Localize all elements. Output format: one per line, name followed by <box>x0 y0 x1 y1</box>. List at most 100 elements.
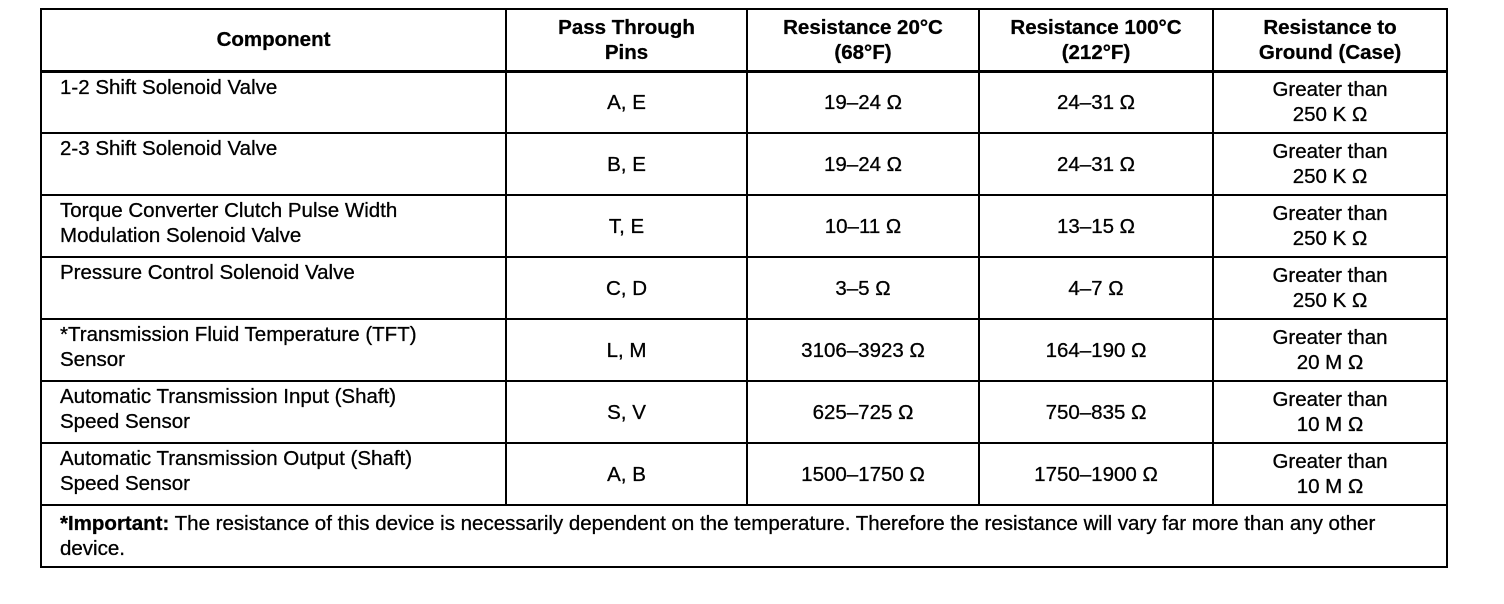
header-text: Resistance to <box>1263 15 1397 39</box>
component-cell: Automatic Transmission Output (Shaft) Spe… <box>40 442 507 506</box>
footnote-row: *Important: The resistance of this devic… <box>40 504 1448 568</box>
value-cell: 3106–3923 Ω <box>746 318 980 382</box>
header-text: Ground (Case) <box>1258 40 1402 64</box>
value-cell: 24–31 Ω <box>978 132 1214 196</box>
component-cell: *Transmission Fluid Temperature (TFT) Sen… <box>40 318 507 382</box>
cell-text: Greater than <box>1272 202 1388 225</box>
table-row: 2-3 Shift Solenoid Valve B, E 19–24 Ω 24–31… <box>40 132 1448 196</box>
value-cell: Greater than 250 K Ω <box>1212 256 1448 320</box>
cell-text: 250 K Ω <box>1292 165 1368 188</box>
value-cell: Greater than 250 K Ω <box>1212 70 1448 134</box>
header-cell: Resistance 20°C (68°F) <box>746 8 980 73</box>
cell-text: Greater than <box>1272 326 1388 349</box>
value-cell: 164–190 Ω <box>978 318 1214 382</box>
cell-text: 625–725 Ω <box>812 400 914 424</box>
cell-text: T, E <box>608 214 645 238</box>
cell-text: 1750–1900 Ω <box>1034 462 1158 486</box>
header-text: Resistance 100°C <box>1010 15 1182 39</box>
cell-text: 2-3 Shift Solenoid Valve <box>60 137 278 160</box>
cell-text: A, E <box>607 90 646 114</box>
value-cell: Greater than 250 K Ω <box>1212 132 1448 196</box>
value-cell: Greater than 20 M Ω <box>1212 318 1448 382</box>
header-text: (68°F) <box>834 40 892 64</box>
cell-text: 13–15 Ω <box>1056 214 1136 238</box>
component-cell: 2-3 Shift Solenoid Valve <box>40 132 507 196</box>
cell-text: Sensor <box>60 348 125 371</box>
header-text: (212°F) <box>1061 40 1131 64</box>
cell-text: 24–31 Ω <box>1056 90 1136 114</box>
cell-text: 1-2 Shift Solenoid Valve <box>60 75 278 99</box>
footnote-label: *Important: <box>60 512 170 535</box>
value-cell: 750–835 Ω <box>978 380 1214 444</box>
value-cell: 625–725 Ω <box>746 380 980 444</box>
cell-text: B, E <box>607 152 646 176</box>
value-cell: 1500–1750 Ω <box>746 442 980 506</box>
component-cell: Automatic Transmission Input (Shaft) Spee… <box>40 380 507 444</box>
cell-text: A, B <box>607 462 646 486</box>
table-body: Component Pass Through Pins Resistance 20°C… <box>40 8 1448 568</box>
header-text: Pass Through <box>558 15 695 39</box>
table-row: Torque Converter Clutch Pulse Width Modul… <box>40 194 1448 258</box>
cell-text: 250 K Ω <box>1292 227 1368 250</box>
header-cell: Pass Through Pins <box>505 8 748 73</box>
header-text: Pins <box>604 40 649 64</box>
table-row: *Transmission Fluid Temperature (TFT) Sen… <box>40 318 1448 382</box>
cell-text: Greater than <box>1272 140 1388 163</box>
cell-text: 10 M Ω <box>1296 475 1364 498</box>
value-cell: 19–24 Ω <box>746 70 980 134</box>
cell-text: *Transmission Fluid Temperature (TFT) <box>60 323 417 346</box>
cell-text: 19–24 Ω <box>823 152 903 176</box>
header-row: Component Pass Through Pins Resistance 20°C… <box>40 8 1448 73</box>
component-cell: Pressure Control Solenoid Valve <box>40 256 507 320</box>
cell-text: Speed Sensor <box>60 472 190 495</box>
value-cell: 1750–1900 Ω <box>978 442 1214 506</box>
value-cell: 13–15 Ω <box>978 194 1214 258</box>
cell-text: 250 K Ω <box>1292 289 1368 312</box>
cell-text: Automatic Transmission Output (Shaft) <box>60 447 413 470</box>
cell-text: 3106–3923 Ω <box>801 338 925 362</box>
footnote-cell: *Important: The resistance of this devic… <box>40 504 1448 568</box>
value-cell: 19–24 Ω <box>746 132 980 196</box>
cell-text: 1500–1750 Ω <box>801 462 925 486</box>
cell-text: 10 M Ω <box>1296 413 1364 436</box>
value-cell: B, E <box>505 132 748 196</box>
cell-text: 20 M Ω <box>1296 351 1364 374</box>
header-text: Component <box>216 28 331 52</box>
footnote-text: The resistance of this device is necessa… <box>60 512 1376 560</box>
cell-text: 750–835 Ω <box>1045 400 1147 424</box>
cell-text: Modulation Solenoid Valve <box>60 224 302 247</box>
table-row: Pressure Control Solenoid Valve C, D 3–5 Ω… <box>40 256 1448 320</box>
value-cell: 3–5 Ω <box>746 256 980 320</box>
cell-text: Pressure Control Solenoid Valve <box>60 261 355 284</box>
table-row: Automatic Transmission Input (Shaft) Spee… <box>40 380 1448 444</box>
header-cell: Component <box>40 8 507 73</box>
cell-text: Greater than <box>1272 264 1388 287</box>
value-cell: L, M <box>505 318 748 382</box>
component-cell: 1-2 Shift Solenoid Valve <box>40 70 507 134</box>
value-cell: A, E <box>505 70 748 134</box>
cell-text: Greater than <box>1272 450 1388 473</box>
cell-text: C, D <box>606 276 647 300</box>
cell-text: Speed Sensor <box>60 410 190 433</box>
table-row: 1-2 Shift Solenoid Valve A, E 19–24 Ω 24–31… <box>40 70 1448 134</box>
value-cell: 10–11 Ω <box>746 194 980 258</box>
cell-text: 250 K Ω <box>1292 103 1368 127</box>
cell-text: 4–7 Ω <box>1068 276 1124 300</box>
table-row: Automatic Transmission Output (Shaft) Spe… <box>40 442 1448 506</box>
cell-text: S, V <box>607 400 646 424</box>
header-cell: Resistance to Ground (Case) <box>1212 8 1448 73</box>
cell-text: 10–11 Ω <box>824 214 902 238</box>
cell-text: L, M <box>606 338 647 362</box>
value-cell: Greater than 10 M Ω <box>1212 380 1448 444</box>
cell-text: 3–5 Ω <box>835 276 891 300</box>
value-cell: Greater than 10 M Ω <box>1212 442 1448 506</box>
cell-text: Greater than <box>1272 78 1388 102</box>
cell-text: 164–190 Ω <box>1045 338 1147 362</box>
value-cell: 4–7 Ω <box>978 256 1214 320</box>
value-cell: A, B <box>505 442 748 506</box>
value-cell: C, D <box>505 256 748 320</box>
component-cell: Torque Converter Clutch Pulse Width Modul… <box>40 194 507 258</box>
cell-text: 24–31 Ω <box>1056 152 1136 176</box>
resistance-table: Component Pass Through Pins Resistance 20°C… <box>40 8 1448 568</box>
value-cell: S, V <box>505 380 748 444</box>
